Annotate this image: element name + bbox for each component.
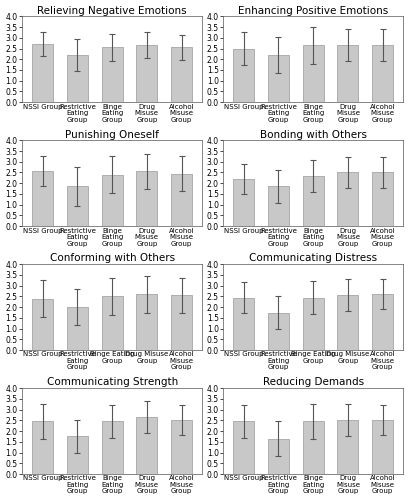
Title: Communicating Distress: Communicating Distress — [249, 254, 377, 264]
Bar — [303, 176, 324, 226]
Bar — [372, 46, 393, 102]
Bar — [137, 294, 157, 350]
Bar — [233, 422, 254, 474]
Bar — [137, 417, 157, 474]
Bar — [67, 307, 88, 350]
Bar — [268, 186, 289, 226]
Bar — [233, 298, 254, 350]
Bar — [102, 48, 123, 102]
Bar — [268, 438, 289, 474]
Bar — [171, 174, 192, 226]
Bar — [337, 296, 358, 350]
Bar — [372, 420, 393, 474]
Bar — [171, 296, 192, 350]
Title: Bonding with Others: Bonding with Others — [260, 130, 366, 140]
Bar — [67, 436, 88, 474]
Bar — [372, 294, 393, 350]
Bar — [102, 422, 123, 474]
Bar — [32, 172, 53, 226]
Bar — [337, 46, 358, 102]
Bar — [137, 172, 157, 226]
Bar — [372, 172, 393, 226]
Title: Communicating Strength: Communicating Strength — [47, 378, 178, 388]
Bar — [171, 420, 192, 474]
Title: Enhancing Positive Emotions: Enhancing Positive Emotions — [238, 6, 388, 16]
Bar — [233, 179, 254, 226]
Bar — [337, 172, 358, 226]
Bar — [102, 174, 123, 226]
Bar — [268, 312, 289, 350]
Bar — [32, 298, 53, 350]
Bar — [137, 46, 157, 102]
Bar — [67, 55, 88, 102]
Bar — [32, 422, 53, 474]
Bar — [102, 296, 123, 350]
Title: Conforming with Others: Conforming with Others — [49, 254, 175, 264]
Title: Reducing Demands: Reducing Demands — [263, 378, 364, 388]
Bar — [337, 420, 358, 474]
Title: Punishing Oneself: Punishing Oneself — [65, 130, 159, 140]
Bar — [67, 186, 88, 226]
Bar — [171, 48, 192, 102]
Bar — [303, 46, 324, 102]
Bar — [233, 48, 254, 102]
Bar — [303, 298, 324, 350]
Bar — [268, 55, 289, 102]
Bar — [303, 422, 324, 474]
Title: Relieving Negative Emotions: Relieving Negative Emotions — [37, 6, 187, 16]
Bar — [32, 44, 53, 102]
